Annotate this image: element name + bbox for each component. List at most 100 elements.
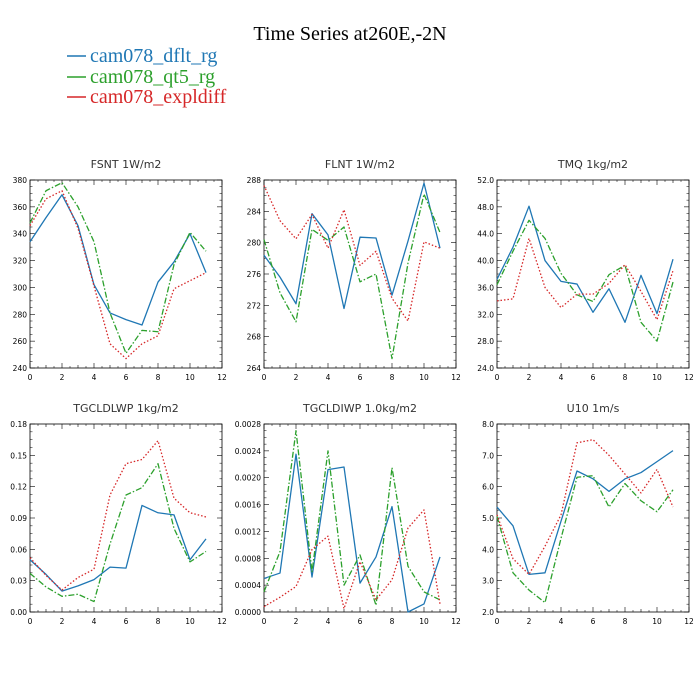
x-tick-label-flnt: 12 [451, 373, 461, 382]
series-line-expldiff-flnt [263, 185, 441, 322]
y-tick-label-u10: 7.0 [482, 451, 494, 460]
y-tick-label-tgcldlwp: 0.06 [10, 545, 27, 554]
x-tick-label-tgcldlwp: 6 [124, 617, 129, 626]
series-line-dflt-u10 [496, 450, 674, 576]
x-tick-label-flnt: 6 [358, 373, 363, 382]
x-tick-label-tgcldiwp: 4 [326, 617, 331, 626]
series-line-qt5-tmq [496, 219, 674, 342]
y-tick-label-u10: 6.0 [482, 483, 494, 492]
panel-title-flnt: FLNT 1W/m2 [325, 158, 395, 171]
figure-title: Time Series at260E,-2N [253, 23, 446, 45]
legend-item-expldiff: cam078_expldiff [67, 86, 227, 108]
y-tick-label-flnt: 280 [247, 239, 262, 248]
y-tick-label-flnt: 272 [247, 301, 262, 310]
x-tick-label-tgcldiwp: 6 [358, 617, 363, 626]
panel-flnt: FLNT 1W/m2 0 2 4 6 8 10 12 264 268 272 276 280 284 288 [247, 158, 461, 382]
x-tick-label-fsnt: 0 [28, 373, 33, 382]
series-line-dflt-fsnt [29, 194, 207, 326]
x-tick-label-tgcldiwp: 12 [451, 617, 461, 626]
legend-item-qt5: cam078_qt5_rg [67, 66, 215, 88]
panel-title-tgcldiwp: TGCLDIWP 1.0kg/m2 [302, 402, 417, 415]
y-tick-label-u10: 8.0 [482, 420, 494, 429]
panel-title-fsnt: FSNT 1W/m2 [91, 158, 162, 171]
y-tick-label-u10: 4.0 [482, 545, 494, 554]
x-tick-label-tmq: 10 [652, 373, 662, 382]
y-tick-label-flnt: 268 [247, 333, 262, 342]
x-tick-label-tmq: 2 [527, 373, 532, 382]
x-tick-label-fsnt: 6 [124, 373, 129, 382]
x-tick-label-u10: 6 [591, 617, 596, 626]
panel-tgcldiwp: TGCLDIWP 1.0kg/m2 0 2 4 6 8 10 12 0.0000 0.0004 0.… [235, 402, 461, 626]
y-tick-label-fsnt: 320 [13, 257, 28, 266]
x-tick-label-flnt: 10 [419, 373, 429, 382]
y-tick-label-u10: 5.0 [482, 514, 494, 523]
x-tick-label-u10: 12 [684, 617, 694, 626]
x-tick-label-u10: 0 [495, 617, 500, 626]
y-tick-label-tgcldiwp: 0.0008 [235, 554, 261, 563]
y-tick-label-tgcldiwp: 0.0004 [235, 581, 261, 590]
panel-title-tgcldlwp: TGCLDLWP 1kg/m2 [72, 402, 178, 415]
y-tick-label-tgcldiwp: 0.0024 [235, 447, 261, 456]
x-tick-label-tmq: 0 [495, 373, 500, 382]
y-tick-label-tmq: 32.0 [477, 310, 494, 319]
series-line-qt5-flnt [263, 193, 441, 360]
x-tick-label-tgcldlwp: 2 [60, 617, 65, 626]
panel-tmq: TMQ 1kg/m2 0 2 4 6 8 10 12 24.0 28.0 32.0 36.0 40.0 4… [477, 158, 694, 382]
legend: cam078_dflt_rg cam078_qt5_rg cam078_expl… [67, 45, 227, 108]
x-tick-label-fsnt: 12 [217, 373, 227, 382]
panel-title-u10: U10 1m/s [567, 402, 620, 415]
legend-label-expldiff: cam078_expldiff [90, 86, 227, 108]
y-tick-label-tmq: 40.0 [477, 257, 494, 266]
y-tick-label-tgcldlwp: 0.15 [10, 451, 27, 460]
y-tick-label-tgcldiwp: 0.0028 [235, 420, 261, 429]
y-tick-label-tmq: 48.0 [477, 203, 494, 212]
series-line-expldiff-fsnt [29, 190, 207, 360]
x-tick-label-tmq: 8 [623, 373, 628, 382]
y-tick-label-fsnt: 240 [13, 364, 28, 373]
y-tick-label-tgcldiwp: 0.0012 [235, 527, 261, 536]
x-tick-label-tgcldlwp: 0 [28, 617, 33, 626]
y-tick-label-tmq: 24.0 [477, 364, 494, 373]
y-tick-label-tmq: 44.0 [477, 230, 494, 239]
panel-title-tmq: TMQ 1kg/m2 [557, 158, 628, 171]
panel-tgcldlwp: TGCLDLWP 1kg/m2 0 2 4 6 8 10 12 0.00 0.03 0.06 0.09… [10, 402, 227, 626]
y-tick-label-tgcldiwp: 0.0016 [235, 501, 261, 510]
x-tick-label-flnt: 2 [294, 373, 299, 382]
series-line-dflt-tgcldiwp [263, 453, 441, 613]
y-tick-label-tmq: 36.0 [477, 283, 494, 292]
x-tick-label-u10: 10 [652, 617, 662, 626]
x-tick-label-tgcldiwp: 8 [390, 617, 395, 626]
x-tick-label-tgcldlwp: 10 [185, 617, 195, 626]
y-tick-label-u10: 3.0 [482, 577, 494, 586]
series-line-qt5-tgcldlwp [29, 463, 207, 603]
y-tick-label-flnt: 288 [247, 176, 262, 185]
y-tick-label-fsnt: 280 [13, 310, 28, 319]
series-line-expldiff-tmq [496, 237, 674, 321]
x-tick-label-fsnt: 4 [92, 373, 97, 382]
y-tick-label-flnt: 264 [247, 364, 262, 373]
y-tick-label-tgcldlwp: 0.12 [10, 483, 27, 492]
series-line-qt5-u10 [496, 475, 674, 604]
x-tick-label-u10: 2 [527, 617, 532, 626]
x-tick-label-tmq: 12 [684, 373, 694, 382]
y-tick-label-fsnt: 300 [13, 283, 28, 292]
y-tick-label-tgcldlwp: 0.18 [10, 420, 27, 429]
x-tick-label-tgcldlwp: 4 [92, 617, 97, 626]
x-tick-label-tgcldlwp: 12 [217, 617, 227, 626]
x-tick-label-tmq: 4 [559, 373, 564, 382]
y-tick-label-u10: 2.0 [482, 608, 494, 617]
panels: FSNT 1W/m20 2 4 6 8 10 12240260280300320340360… [10, 158, 694, 626]
x-tick-label-tgcldlwp: 8 [156, 617, 161, 626]
series-line-dflt-flnt [263, 182, 441, 310]
y-tick-label-tgcldlwp: 0.09 [10, 514, 27, 523]
y-tick-label-fsnt: 360 [13, 203, 28, 212]
y-tick-label-tmq: 28.0 [477, 337, 494, 346]
x-tick-label-flnt: 8 [390, 373, 395, 382]
legend-label-dflt: cam078_dflt_rg [90, 45, 217, 67]
x-tick-label-u10: 8 [623, 617, 628, 626]
panel-u10: U10 1m/s 0 2 4 6 8 10 12 2.0 3.0 4.0 5.0 6.0 7.0 8.0 [482, 402, 694, 626]
y-tick-label-flnt: 276 [247, 270, 262, 279]
y-tick-label-tmq: 52.0 [477, 176, 494, 185]
